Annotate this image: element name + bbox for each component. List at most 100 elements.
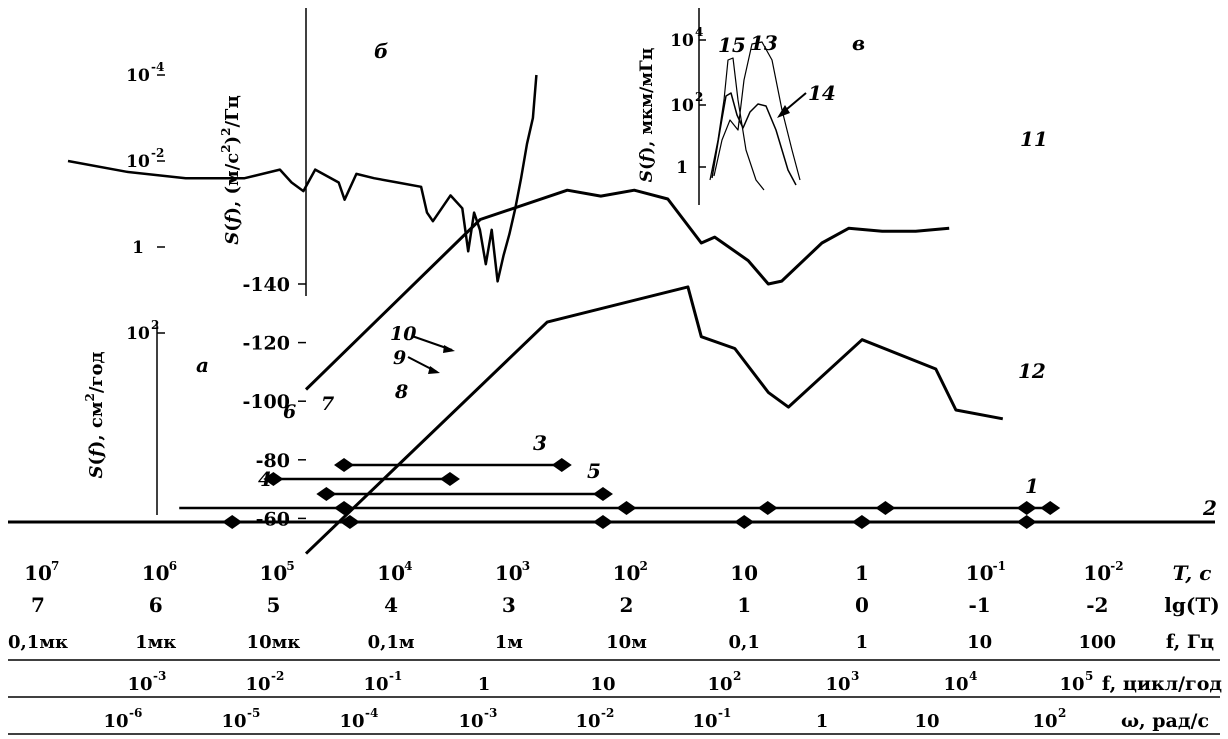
lgT-tick-label: 1 xyxy=(737,593,751,617)
range-5-label: 5 xyxy=(587,459,601,483)
f-cpy-axis-label: f, цикл/год xyxy=(1102,673,1222,695)
svg-text:10: 10 xyxy=(1083,561,1111,585)
omega-tick-label: 10 -2 xyxy=(575,706,614,732)
svg-text:3: 3 xyxy=(851,669,859,683)
svg-text:10: 10 xyxy=(142,561,170,585)
svg-text:10: 10 xyxy=(377,561,405,585)
svg-text:10: 10 xyxy=(730,561,758,585)
f-hz-tick-label: 1м xyxy=(495,632,524,653)
svg-text:6: 6 xyxy=(169,559,177,573)
svg-text:2: 2 xyxy=(1058,706,1066,720)
svg-text:1: 1 xyxy=(478,674,491,695)
panel-v-label: в xyxy=(852,31,865,55)
svg-text:10: 10 xyxy=(259,561,287,585)
panel-b-ytick-label: -60 xyxy=(256,508,290,530)
svg-text:5: 5 xyxy=(286,559,294,573)
omega-tick-label: 10 -1 xyxy=(692,706,731,732)
range-3-marker xyxy=(551,458,572,472)
range-1-marker xyxy=(875,501,896,515)
f-cpy-tick-label: 10 -3 xyxy=(127,669,166,695)
T-tick-label: 10 4 xyxy=(377,559,412,585)
svg-text:-2: -2 xyxy=(1110,559,1123,573)
svg-text:10: 10 xyxy=(363,674,388,695)
svg-text:-1: -1 xyxy=(993,559,1006,573)
lgT-tick-label: 5 xyxy=(266,593,280,617)
f-hz-tick-label: 10мк xyxy=(247,632,301,653)
f-hz-tick-label: 1мк xyxy=(135,632,176,653)
svg-text:2: 2 xyxy=(733,669,741,683)
range-1-label: 1 xyxy=(1025,474,1039,498)
svg-text:-2: -2 xyxy=(151,146,164,160)
peak-label-10: 10 xyxy=(390,323,416,345)
svg-text:10: 10 xyxy=(692,711,717,732)
range-5-marker xyxy=(316,487,337,501)
peak-label-9: 9 xyxy=(393,347,406,369)
panel-a-ytick-label: 10 2 xyxy=(126,318,159,344)
panel-b-ytick-label: -80 xyxy=(256,450,290,472)
panel-a-ytick-label: 10 -4 xyxy=(126,60,164,86)
panel-b-ytick-label: -140 xyxy=(242,274,290,296)
svg-text:-2: -2 xyxy=(601,706,614,720)
svg-text:4: 4 xyxy=(969,669,977,683)
f-cpy-tick-label: 10 xyxy=(590,674,615,695)
svg-text:3: 3 xyxy=(522,559,530,573)
svg-text:4: 4 xyxy=(695,25,703,39)
range-2-marker xyxy=(222,515,243,529)
svg-text:1: 1 xyxy=(676,158,688,178)
svg-text:10: 10 xyxy=(126,152,150,172)
svg-text:10: 10 xyxy=(126,324,150,344)
T-tick-label: 10 xyxy=(730,561,758,585)
panel-a-ylabel: S(f), см2/год xyxy=(83,352,107,479)
svg-text:-1: -1 xyxy=(718,706,731,720)
omega-tick-label: 10 2 xyxy=(1032,706,1066,732)
panel-b-ytick-label: -100 xyxy=(242,391,290,413)
svg-text:-1: -1 xyxy=(389,669,402,683)
range-2-label: 2 xyxy=(1202,496,1217,520)
panel-v-ytick-label: 10 4 xyxy=(670,25,703,51)
svg-text:10: 10 xyxy=(825,674,850,695)
omega-tick-label: 10 -3 xyxy=(458,706,497,732)
svg-text:1: 1 xyxy=(816,711,829,732)
f-hz-tick-label: 100 xyxy=(1079,632,1117,653)
svg-text:10: 10 xyxy=(127,674,152,695)
range-2-marker xyxy=(851,515,872,529)
lgT-tick-label: -1 xyxy=(968,593,990,617)
range-3-marker xyxy=(334,458,355,472)
f-cpy-tick-label: 10 4 xyxy=(943,669,977,695)
f-hz-axis-label: f, Гц xyxy=(1166,631,1214,653)
range-1-marker xyxy=(1016,501,1037,515)
curve-14 xyxy=(711,92,797,186)
range-1-marker xyxy=(757,501,778,515)
svg-text:-5: -5 xyxy=(247,706,260,720)
lgT-tick-label: 6 xyxy=(149,593,163,617)
svg-text:10: 10 xyxy=(966,561,994,585)
range-1-marker xyxy=(1040,501,1061,515)
svg-text:4: 4 xyxy=(404,559,412,573)
svg-text:1: 1 xyxy=(855,561,869,585)
curve-14-label: 14 xyxy=(808,81,836,105)
f-hz-tick-label: 1 xyxy=(856,632,869,653)
panel-v-ytick-label: 1 xyxy=(676,158,688,178)
panel-v-ytick-label: 10 2 xyxy=(670,90,703,116)
svg-text:10: 10 xyxy=(943,674,968,695)
omega-tick-label: 10 xyxy=(914,711,939,732)
svg-text:-2: -2 xyxy=(271,669,284,683)
f-hz-tick-label: 0,1м xyxy=(368,632,415,653)
svg-text:10: 10 xyxy=(1032,711,1057,732)
panel-a-ytick-label: 10 -2 xyxy=(126,146,164,172)
f-cpy-tick-label: 10 2 xyxy=(707,669,741,695)
svg-text:10: 10 xyxy=(575,711,600,732)
panel-v-ylabel: S(f), мкм/мГц xyxy=(637,48,657,183)
lgT-tick-label: 3 xyxy=(502,593,516,617)
curve-15 xyxy=(709,57,765,191)
curve-15-label: 15 xyxy=(718,33,746,57)
svg-text:7: 7 xyxy=(51,559,59,573)
panel-b-label: б xyxy=(374,39,388,63)
svg-text:10: 10 xyxy=(339,711,364,732)
range-4-marker xyxy=(439,472,460,486)
svg-text:2: 2 xyxy=(151,318,159,332)
svg-text:10: 10 xyxy=(103,711,128,732)
svg-text:10: 10 xyxy=(24,561,52,585)
svg-text:-3: -3 xyxy=(153,669,166,683)
